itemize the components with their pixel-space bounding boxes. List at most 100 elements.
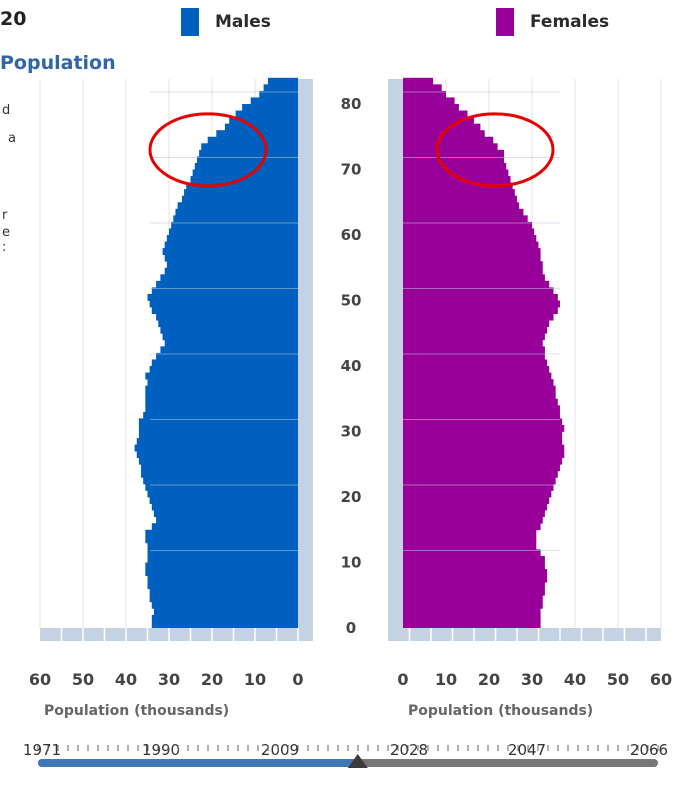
timeline-progress bbox=[38, 759, 358, 767]
bar-female-age-77 bbox=[403, 117, 474, 125]
bar-male-age-3 bbox=[151, 601, 298, 609]
bar-female-age-69 bbox=[403, 169, 509, 177]
bar-female-age-30 bbox=[403, 424, 565, 432]
bar-male-age-81 bbox=[259, 90, 298, 98]
year-timeline[interactable]: 1971 1990 2009 2028 2047 2066 bbox=[0, 735, 681, 801]
bar-male-age-53 bbox=[160, 274, 298, 282]
bar-female-age-13 bbox=[403, 536, 537, 544]
bar-male-age-63 bbox=[175, 208, 298, 216]
bar-female-age-63 bbox=[403, 208, 524, 216]
x-axis-title-males: Population (thousands) bbox=[44, 703, 230, 719]
bar-female-age-31 bbox=[403, 418, 563, 426]
bar-female-age-80 bbox=[403, 97, 455, 105]
side-text-fragment: d bbox=[2, 103, 11, 118]
bar-female-age-52 bbox=[403, 280, 550, 288]
bar-male-age-52 bbox=[156, 280, 298, 288]
bar-female-age-64 bbox=[403, 202, 520, 210]
bar-female-age-1 bbox=[403, 614, 541, 622]
x-tick-label-males: 0 bbox=[292, 670, 303, 689]
bar-male-age-33 bbox=[145, 405, 298, 413]
x-tick-label-males: 20 bbox=[201, 670, 223, 689]
bar-female-age-38 bbox=[403, 372, 552, 380]
bar-female-age-29 bbox=[403, 431, 563, 439]
bar-male-age-60 bbox=[169, 228, 298, 236]
x-tick-label-females: 30 bbox=[521, 670, 543, 689]
female-bottom-axis-strip bbox=[388, 628, 661, 641]
bar-female-age-34 bbox=[403, 398, 558, 406]
bar-male-age-6 bbox=[147, 582, 298, 590]
bar-male-age-62 bbox=[173, 215, 298, 223]
bar-male-age-29 bbox=[138, 431, 298, 439]
age-tick-label: 30 bbox=[341, 423, 362, 441]
bar-female-age-73 bbox=[403, 143, 498, 151]
bar-male-age-27 bbox=[134, 444, 298, 452]
bar-male-age-15 bbox=[151, 523, 298, 531]
bar-male-age-34 bbox=[145, 398, 298, 406]
bar-male-age-11 bbox=[147, 549, 298, 557]
timeline-slider-handle[interactable] bbox=[347, 754, 368, 768]
bar-male-age-42 bbox=[160, 346, 298, 354]
bar-male-age-0 bbox=[151, 621, 298, 629]
x-tick-label-females: 20 bbox=[478, 670, 500, 689]
bar-female-age-53 bbox=[403, 274, 545, 282]
bar-male-age-39 bbox=[149, 366, 298, 373]
bar-male-age-28 bbox=[136, 438, 298, 445]
bar-female-age-10 bbox=[403, 555, 545, 563]
age-tick-label: 80 bbox=[341, 95, 362, 113]
bar-male-age-80 bbox=[250, 97, 298, 105]
x-tick-label-females: 40 bbox=[564, 670, 586, 689]
timeline-label: 1971 bbox=[22, 741, 62, 759]
bar-male-age-77 bbox=[229, 117, 298, 125]
bar-female-age-71 bbox=[403, 156, 505, 164]
bar-male-age-23 bbox=[141, 470, 298, 478]
bar-male-age-26 bbox=[136, 451, 298, 459]
bar-male-age-2 bbox=[153, 608, 298, 616]
age-tick-label: 60 bbox=[341, 226, 362, 244]
bar-female-age-59 bbox=[403, 235, 537, 242]
bar-male-age-72 bbox=[199, 149, 298, 157]
bar-male-age-48 bbox=[151, 307, 298, 314]
bar-female-age-45 bbox=[403, 326, 548, 334]
bar-male-age-50 bbox=[147, 293, 298, 301]
side-text-fragment: a bbox=[8, 131, 16, 146]
bar-female-age-68 bbox=[403, 176, 511, 183]
bar-male-age-83 bbox=[267, 77, 298, 85]
bar-female-age-20 bbox=[403, 490, 552, 498]
bar-male-age-21 bbox=[145, 483, 298, 491]
bar-female-age-58 bbox=[403, 241, 539, 249]
bar-male-age-37 bbox=[147, 379, 298, 387]
bar-female-age-15 bbox=[403, 523, 541, 531]
bar-male-age-41 bbox=[156, 352, 298, 360]
bar-female-age-5 bbox=[403, 588, 545, 596]
bar-female-age-28 bbox=[403, 438, 563, 445]
bar-male-age-5 bbox=[149, 588, 298, 596]
bar-female-age-50 bbox=[403, 293, 558, 301]
bar-male-age-64 bbox=[177, 202, 298, 210]
female-zero-axis-strip bbox=[388, 79, 403, 628]
legend-label-males: Males bbox=[215, 12, 271, 32]
bar-male-age-4 bbox=[149, 595, 298, 603]
year-label: 20 bbox=[0, 8, 27, 30]
bar-female-age-32 bbox=[403, 411, 560, 419]
age-tick-label: 10 bbox=[341, 554, 362, 572]
bar-male-age-7 bbox=[147, 575, 298, 583]
bar-male-age-13 bbox=[145, 536, 298, 544]
bar-male-age-36 bbox=[145, 385, 298, 393]
bar-male-age-74 bbox=[207, 136, 298, 144]
bar-male-age-8 bbox=[145, 569, 298, 576]
bar-male-age-57 bbox=[162, 248, 298, 256]
bar-female-age-2 bbox=[403, 608, 541, 616]
bar-female-age-67 bbox=[403, 182, 513, 190]
bar-male-age-25 bbox=[138, 457, 298, 465]
timeline-label: 2047 bbox=[507, 741, 547, 759]
bar-male-age-65 bbox=[181, 195, 298, 203]
bar-male-age-32 bbox=[143, 411, 298, 419]
bar-female-age-65 bbox=[403, 195, 517, 203]
x-tick-label-females: 0 bbox=[397, 670, 408, 689]
bar-female-age-22 bbox=[403, 477, 556, 485]
timeline-track[interactable] bbox=[0, 735, 681, 801]
bar-female-age-70 bbox=[403, 162, 507, 170]
bar-female-age-41 bbox=[403, 352, 545, 360]
bar-female-age-25 bbox=[403, 457, 563, 465]
bar-male-age-31 bbox=[138, 418, 298, 426]
